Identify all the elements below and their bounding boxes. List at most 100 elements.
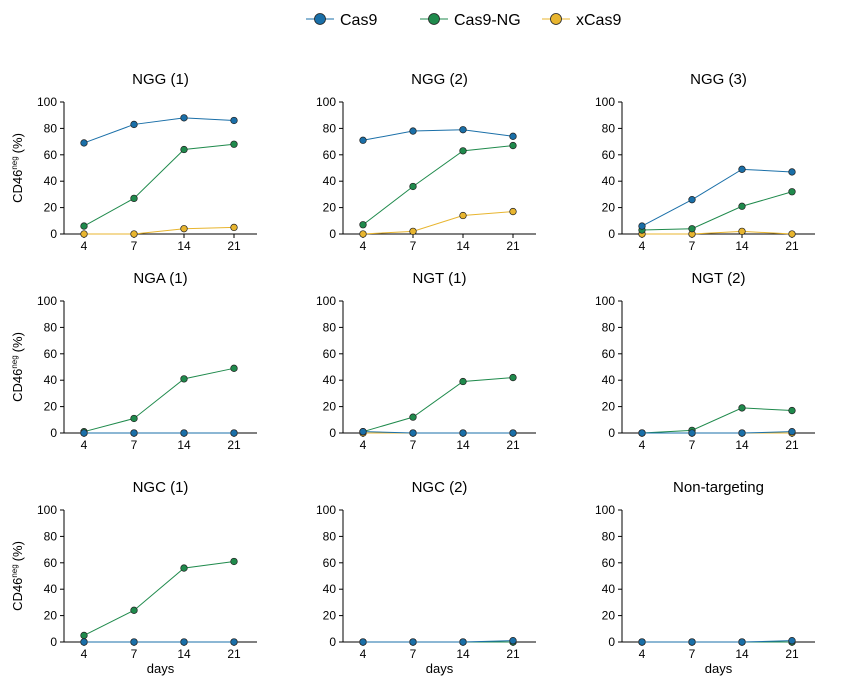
y-tick-label: 80 — [323, 320, 337, 334]
x-tick-label: 14 — [735, 647, 749, 661]
series-line-cas9 — [362, 431, 513, 434]
x-tick-label: 14 — [177, 647, 191, 661]
data-point-cas9-ng — [409, 182, 417, 191]
y-tick-label: 100 — [316, 294, 336, 308]
series-line-xcas9 — [642, 230, 793, 235]
series-line-cas9 — [363, 640, 514, 643]
data-point-cas9 — [130, 638, 138, 646]
y-tick-label: 80 — [44, 121, 58, 135]
data-point-xcas9 — [509, 207, 517, 216]
y-tick-label: 100 — [595, 503, 615, 517]
y-tick-label: 60 — [602, 347, 616, 361]
y-tick-label: 60 — [44, 347, 58, 361]
x-tick-label: 14 — [177, 239, 191, 253]
y-axis-label-unit: (%) — [10, 332, 25, 352]
series-cas9-ng — [80, 364, 238, 436]
y-tick-label: 20 — [602, 609, 616, 623]
y-axis-label-superscript: neg — [10, 156, 19, 169]
panel-title: NGT (2) — [692, 270, 746, 287]
series-line-cas9 — [362, 129, 514, 141]
series-line-cas9-ng — [362, 145, 514, 226]
x-tick-label: 14 — [735, 239, 749, 253]
x-tick-label: 4 — [81, 239, 88, 253]
series-cas9 — [80, 114, 238, 147]
x-tick-label: 21 — [785, 239, 799, 253]
y-tick-label: 0 — [329, 635, 336, 649]
x-tick-label: 4 — [81, 647, 88, 661]
y-tick-label: 80 — [323, 121, 337, 135]
data-point-cas9-ng — [230, 140, 238, 148]
series-line-cas9-ng — [83, 143, 235, 227]
legend-marker-cas9-ng — [428, 13, 440, 25]
y-axis-label-main: CD46 — [10, 369, 25, 402]
y-tick-label: 40 — [323, 373, 337, 387]
series-line-cas9-ng — [83, 367, 235, 433]
panel-ngc-2: NGC (2) 0 20 40 60 80 100 4 7 14 21 days — [316, 479, 536, 676]
y-tick-label: 80 — [602, 320, 616, 334]
y-tick-label: 100 — [595, 294, 615, 308]
data-point-cas9-ng — [230, 557, 238, 566]
y-tick-label: 80 — [602, 121, 616, 135]
data-point-cas9 — [180, 114, 188, 122]
x-tick-label: 7 — [410, 647, 417, 661]
series-xcas9 — [359, 207, 517, 238]
data-point-cas9-ng — [80, 631, 88, 640]
x-tick-label: 7 — [689, 647, 696, 661]
y-axis-label-unit: (%) — [10, 133, 25, 153]
data-point-cas9 — [459, 638, 467, 646]
data-point-cas9 — [688, 638, 696, 646]
x-tick-label: 4 — [360, 239, 367, 253]
data-point-xcas9 — [130, 230, 138, 238]
x-tick-label: 14 — [735, 438, 749, 452]
panel-title: NGA (1) — [133, 270, 187, 287]
series-cas9 — [638, 637, 796, 646]
data-point-cas9 — [230, 429, 238, 437]
x-tick-label: 21 — [506, 647, 520, 661]
data-point-xcas9 — [738, 227, 746, 236]
data-point-cas9 — [130, 429, 138, 437]
data-point-cas9 — [509, 637, 517, 645]
data-point-cas9 — [230, 116, 238, 125]
data-point-cas9 — [509, 429, 517, 437]
data-point-cas9 — [688, 429, 696, 437]
x-tick-label: 21 — [785, 647, 799, 661]
x-tick-label: 14 — [177, 438, 191, 452]
y-tick-label: 60 — [44, 148, 58, 162]
y-tick-label: 20 — [602, 201, 616, 215]
y-tick-label: 40 — [602, 174, 616, 188]
x-tick-label: 4 — [81, 438, 88, 452]
y-tick-label: 20 — [323, 201, 337, 215]
panel-title: NGG (1) — [132, 71, 189, 88]
series-cas9 — [80, 429, 238, 437]
panel-title: NGC (1) — [133, 479, 189, 496]
x-tick-label: 7 — [689, 239, 696, 253]
data-point-cas9 — [80, 139, 88, 147]
y-tick-label: 20 — [44, 609, 58, 623]
x-tick-label: 21 — [227, 239, 241, 253]
data-point-cas9 — [738, 429, 746, 437]
x-tick-label: 7 — [131, 438, 138, 452]
data-point-xcas9 — [459, 211, 467, 220]
data-point-cas9 — [638, 222, 646, 230]
data-point-cas9 — [359, 136, 367, 144]
y-tick-label: 80 — [44, 529, 58, 543]
data-point-cas9-ng — [80, 222, 88, 230]
legend-marker-xcas9 — [550, 13, 562, 25]
y-tick-label: 100 — [37, 503, 57, 517]
data-point-xcas9 — [80, 230, 88, 238]
data-point-cas9-ng — [459, 377, 467, 386]
legend: Cas9 Cas9-NG xCas9 — [306, 12, 621, 29]
y-tick-label: 80 — [602, 529, 616, 543]
panel-ngg-1: NGG (1) 0 20 40 60 80 100 4 7 14 21 CD46neg (%) — [10, 71, 257, 253]
y-tick-label: 0 — [50, 426, 57, 440]
x-tick-label: 21 — [506, 239, 520, 253]
data-point-cas9-ng — [180, 145, 188, 154]
y-tick-label: 60 — [323, 148, 337, 162]
series-cas9 — [638, 428, 796, 437]
series-xcas9 — [638, 227, 796, 238]
y-tick-label: 40 — [44, 582, 58, 596]
y-tick-label: 60 — [323, 556, 337, 570]
data-point-cas9-ng — [509, 373, 517, 382]
data-point-cas9 — [409, 127, 417, 135]
